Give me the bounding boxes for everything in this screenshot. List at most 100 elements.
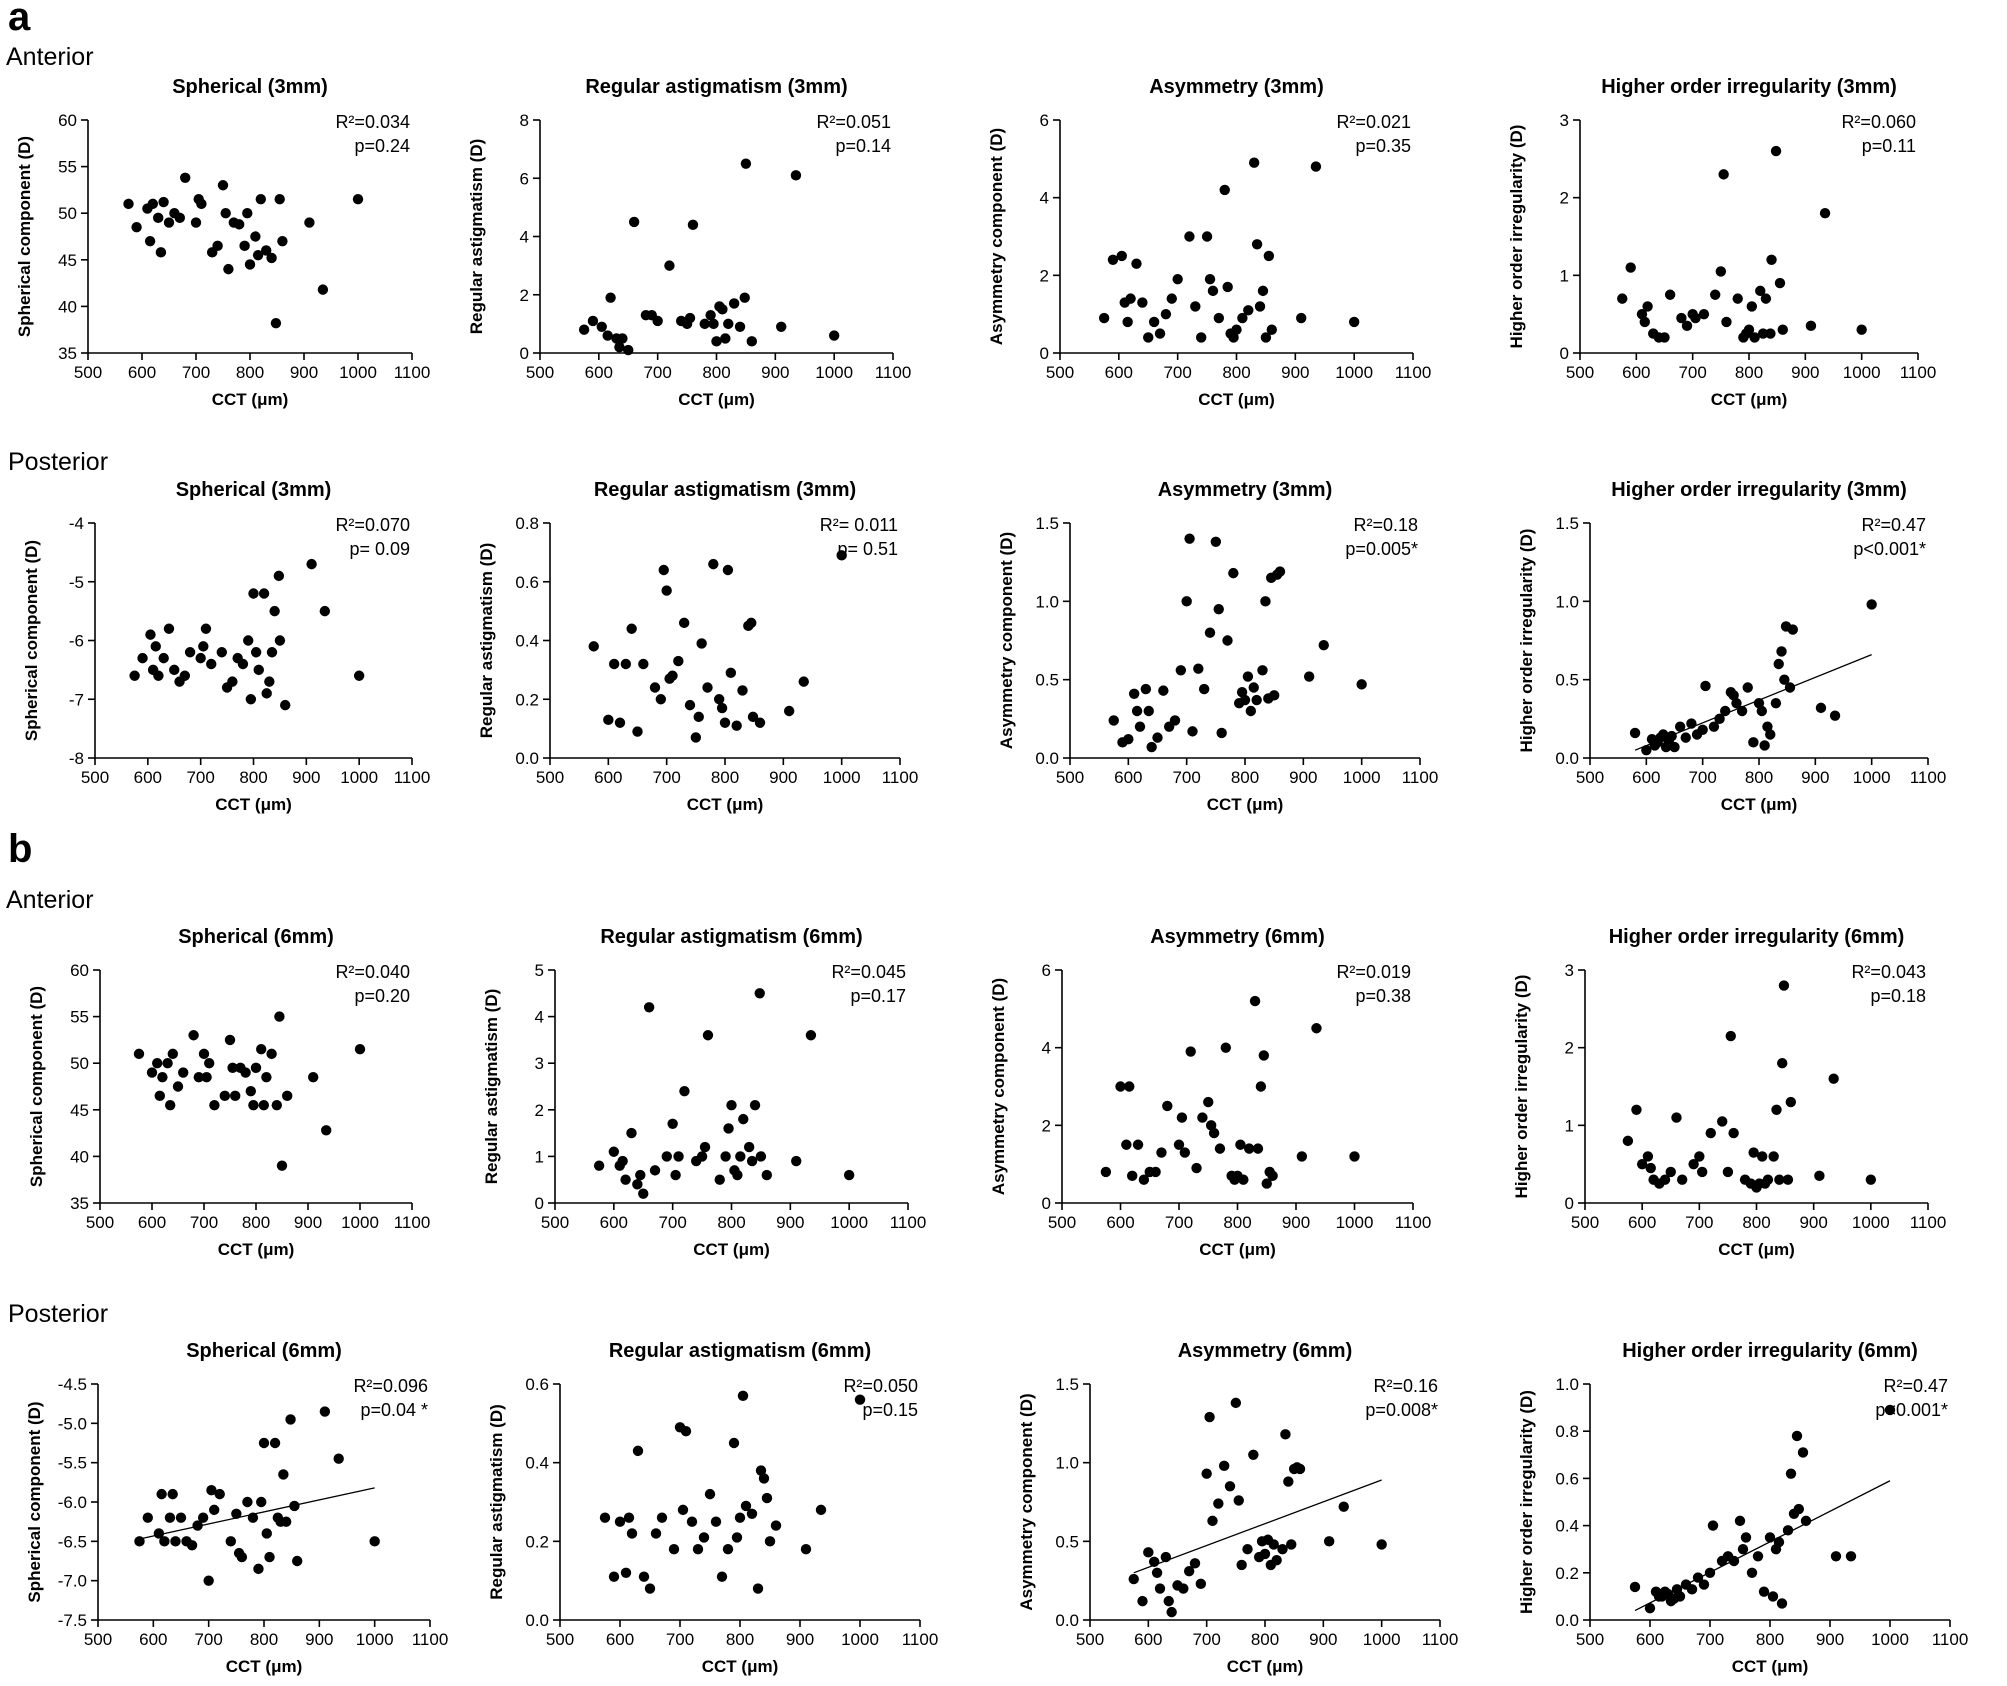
data-point [1254, 301, 1266, 312]
data-point [732, 1169, 743, 1181]
data-point [638, 1571, 650, 1582]
y-tick-label: 35 [58, 344, 77, 363]
data-point [1166, 293, 1177, 304]
data-point [245, 694, 257, 705]
stats-text: R²=0.034 [335, 112, 410, 132]
data-point [620, 1567, 632, 1579]
y-tick-label: 0.2 [515, 690, 539, 709]
data-point [306, 558, 317, 570]
x-tick-label: 800 [236, 363, 264, 382]
data-point [1718, 169, 1729, 180]
x-tick-label: 1000 [1336, 1213, 1374, 1232]
data-point [1134, 721, 1146, 732]
chart-b-post-sph: Spherical (6mm) 500 600 700 800 900 1000 1100 -7… [25, 1340, 448, 1676]
data-point [280, 1516, 292, 1527]
stats-text: p=0.14 [835, 136, 891, 156]
data-point [1132, 1139, 1144, 1150]
data-point [1681, 320, 1693, 332]
y-tick-label: 2 [1042, 1116, 1051, 1135]
data-point [1631, 1104, 1642, 1116]
data-point [614, 341, 625, 353]
data-point [1258, 1050, 1270, 1061]
y-tick-label: 8 [520, 111, 529, 130]
x-axis-label: CCT (μm) [226, 1657, 303, 1676]
data-point [1765, 729, 1776, 740]
x-tick-label: 1100 [412, 1630, 449, 1649]
x-tick-label: 900 [305, 1630, 333, 1649]
x-tick-label: 700 [194, 1630, 222, 1649]
chart-b-post-reg: Regular astigmatism (6mm) 500 600 700 800 900… [487, 1340, 938, 1676]
data-point [677, 1504, 689, 1516]
data-point [1348, 316, 1360, 328]
data-point [321, 1125, 332, 1136]
x-tick-label: 1000 [823, 768, 861, 787]
y-tick-label: 1.0 [1555, 592, 1579, 611]
x-tick-label: 500 [546, 1630, 574, 1649]
x-tick-label: 500 [1056, 768, 1084, 787]
data-point [705, 309, 716, 321]
data-point [690, 732, 702, 743]
data-point [1116, 250, 1127, 262]
data-point [1777, 1058, 1788, 1069]
data-point [1644, 1603, 1656, 1614]
data-point [699, 1141, 711, 1153]
data-point [743, 1141, 755, 1153]
x-axis-label: CCT (μm) [1227, 1657, 1304, 1676]
data-point [1782, 1525, 1794, 1536]
data-point [1125, 293, 1136, 304]
data-point [1249, 995, 1261, 1007]
y-tick-label: 6 [1040, 111, 1049, 130]
x-tick-label: 900 [1791, 363, 1819, 382]
stats-text: p=0.38 [1355, 986, 1411, 1006]
y-tick-label: -6.5 [58, 1532, 87, 1551]
data-point [1230, 1397, 1242, 1409]
y-axis-label: Regular astigmatism (D) [467, 139, 486, 335]
x-tick-label: 500 [1571, 1213, 1599, 1232]
data-point [214, 1488, 225, 1500]
chart-title: Asymmetry (6mm) [1150, 926, 1325, 948]
data-point [304, 217, 315, 228]
data-point [692, 1544, 704, 1555]
x-tick-label: 1000 [1853, 768, 1891, 787]
data-point [1674, 1591, 1686, 1602]
data-point [739, 292, 750, 303]
stats-text: R²=0.18 [1353, 515, 1418, 535]
data-point [308, 1071, 319, 1083]
data-point [783, 705, 795, 717]
x-tick-label: 600 [600, 1213, 628, 1232]
y-tick-label: -7.0 [58, 1572, 87, 1591]
data-point [1189, 1558, 1201, 1569]
data-point [1222, 635, 1233, 646]
x-tick-label: 1000 [815, 363, 853, 382]
x-tick-label: 1100 [1402, 768, 1439, 787]
data-point [1283, 1476, 1294, 1487]
data-point [1172, 274, 1183, 285]
data-point [197, 1512, 209, 1523]
x-tick-label: 600 [1628, 1213, 1656, 1232]
y-tick-label: 0.4 [525, 1454, 549, 1473]
data-point [596, 321, 607, 332]
data-point [174, 212, 185, 224]
data-point [1271, 1555, 1282, 1566]
data-point [1098, 312, 1110, 324]
data-point [1698, 308, 1710, 320]
data-point [1773, 658, 1784, 670]
data-point [152, 1058, 163, 1069]
y-tick-label: 0.0 [1555, 749, 1579, 768]
x-tick-label: 700 [643, 363, 671, 382]
data-point [1664, 289, 1676, 300]
data-point [1124, 1081, 1135, 1092]
data-point [1666, 730, 1677, 742]
data-point [258, 1099, 269, 1111]
data-point [1100, 1166, 1112, 1178]
data-point [1665, 1166, 1676, 1178]
data-point [1244, 1143, 1255, 1154]
stats-text: p=0.008* [1365, 1400, 1438, 1420]
data-point [1160, 308, 1172, 320]
y-tick-label: 0.0 [1055, 1611, 1079, 1630]
data-point [179, 670, 191, 681]
data-point [224, 1034, 236, 1046]
data-point [144, 235, 156, 247]
data-point [719, 717, 731, 728]
data-point [1866, 599, 1877, 610]
